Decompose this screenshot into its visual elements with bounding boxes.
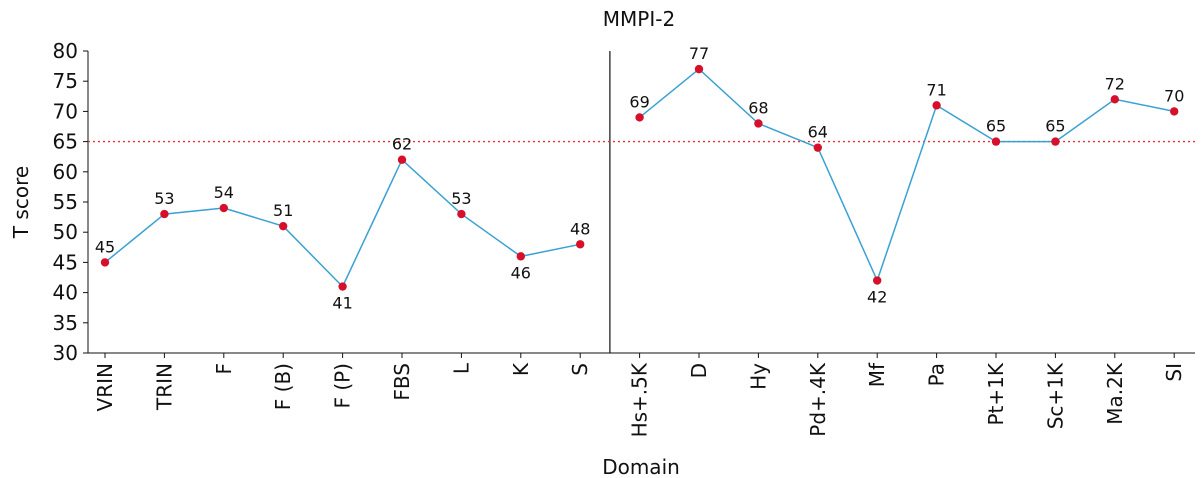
y-tick-label: 30 — [53, 341, 78, 365]
data-point — [1170, 107, 1179, 116]
x-tick-label: FBS — [390, 363, 414, 401]
data-point — [932, 101, 941, 110]
data-label: 62 — [392, 135, 412, 154]
y-tick-label: 60 — [53, 160, 78, 184]
x-tick-label: Ma.2K — [1103, 362, 1127, 425]
chart-title: MMPI-2 — [603, 7, 675, 31]
data-label: 41 — [332, 294, 352, 313]
y-tick-label: 75 — [53, 69, 78, 93]
data-label: 53 — [154, 189, 174, 208]
data-point — [160, 209, 169, 219]
data-label: 69 — [629, 92, 649, 111]
x-tick-label: Mf — [865, 362, 889, 387]
x-tick-label: S — [568, 363, 592, 376]
y-axis-title: T score — [9, 166, 33, 239]
x-tick-label: F (P) — [331, 363, 355, 409]
data-label: 77 — [689, 44, 709, 63]
axes — [83, 50, 1195, 358]
x-tick-label: Sc+1K — [1043, 362, 1067, 429]
data-label: 65 — [986, 117, 1006, 136]
series-line-group-1 — [104, 158, 581, 288]
data-label: 70 — [1164, 86, 1184, 105]
x-tick-label: D — [687, 363, 711, 378]
x-tick-label: L — [449, 362, 473, 374]
x-tick-label: F (B) — [271, 363, 295, 410]
x-tick-label: Pd+.4K — [806, 362, 830, 437]
data-point — [457, 209, 466, 219]
data-point — [873, 276, 882, 285]
data-label: 65 — [1045, 117, 1065, 136]
data-point — [1110, 95, 1120, 104]
data-point — [991, 137, 1001, 146]
data-point — [813, 143, 822, 152]
data-point — [279, 221, 288, 231]
x-tick-label: Hy — [746, 363, 770, 390]
data-point — [694, 64, 704, 74]
data-label: 46 — [511, 263, 531, 282]
data-label: 54 — [214, 183, 234, 202]
data-labels: 45 53 54 51 41 62 53 46 48 69 77 68 64 42 71 65 65 72 70 — [95, 44, 1185, 312]
x-tick-label: Pt+1K — [984, 362, 1008, 425]
x-axis-title: Domain — [602, 455, 680, 478]
x-tick-label: SI — [1162, 363, 1186, 382]
data-point — [100, 258, 110, 267]
y-tick-label: 70 — [53, 99, 78, 123]
data-label: 72 — [1105, 74, 1125, 93]
data-point — [516, 252, 525, 261]
data-label: 64 — [808, 123, 828, 142]
y-tick-label: 45 — [53, 250, 78, 274]
data-label: 53 — [451, 189, 471, 208]
series-line-group-2 — [639, 68, 1175, 283]
data-label: 48 — [570, 219, 590, 238]
x-tick-label: K — [509, 362, 533, 376]
y-tick-label: 40 — [53, 281, 78, 305]
data-point — [338, 282, 347, 291]
y-tick-label: 35 — [53, 311, 78, 335]
data-point — [754, 119, 763, 128]
y-tick-label: 65 — [53, 130, 78, 154]
data-label: 71 — [926, 80, 946, 99]
data-label: 68 — [748, 98, 768, 117]
x-tick-label: Pa — [925, 363, 949, 386]
data-label: 51 — [273, 201, 293, 220]
data-label: 42 — [867, 288, 887, 307]
x-tick-label: Hs+.5K — [628, 362, 652, 437]
data-label: 45 — [95, 237, 115, 256]
x-tick-label: F — [212, 363, 236, 375]
data-point — [576, 240, 585, 249]
data-point — [219, 203, 228, 213]
x-tick-label: VRIN — [93, 363, 117, 411]
data-point — [397, 155, 407, 164]
y-tick-label: 80 — [53, 39, 78, 63]
data-point — [1051, 137, 1060, 146]
x-tick-label: TRIN — [152, 363, 176, 411]
y-tick-label: 50 — [53, 220, 78, 244]
data-point — [635, 113, 644, 122]
y-tick-label: 55 — [53, 190, 78, 214]
data-points — [100, 64, 1179, 291]
tick-labels: 30 35 40 45 50 55 60 65 70 75 80 VRIN TRIN F F (B) F (P… — [53, 39, 1187, 437]
